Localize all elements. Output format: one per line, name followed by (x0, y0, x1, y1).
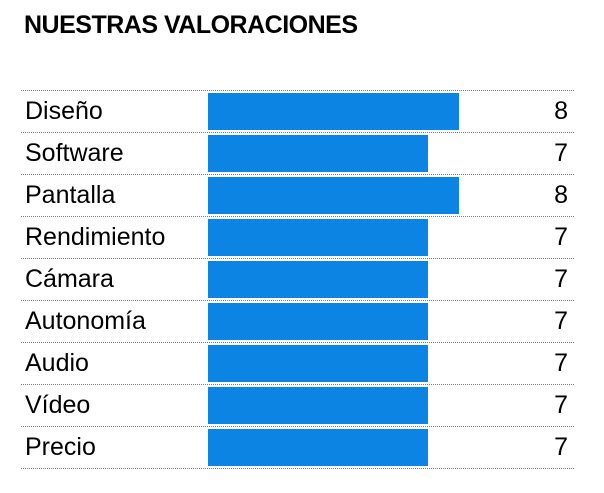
rating-bar-fill (208, 93, 460, 130)
rating-value: 7 (554, 433, 568, 461)
ratings-list: Diseño 8 Software 7 Pantalla 8 Rendimien… (21, 90, 574, 469)
rating-label: Audio (25, 349, 89, 377)
rating-label: Pantalla (25, 181, 116, 209)
rating-bar-fill (208, 135, 428, 172)
rating-value: 7 (554, 139, 568, 167)
rating-bar-fill (208, 429, 428, 466)
rating-value: 8 (554, 181, 568, 209)
rating-bar (208, 135, 522, 172)
rating-label: Software (25, 139, 124, 167)
rating-bar-fill (208, 345, 428, 382)
rating-row: Rendimiento 7 (21, 217, 574, 259)
rating-bar-fill (208, 261, 428, 298)
rating-value: 7 (554, 391, 568, 419)
rating-label: Precio (25, 433, 96, 461)
rating-bar (208, 261, 522, 298)
rating-row: Precio 7 (21, 427, 574, 469)
rating-value: 7 (554, 307, 568, 335)
rating-bar-fill (208, 177, 460, 214)
rating-bar-fill (208, 219, 428, 256)
rating-row: Autonomía 7 (21, 301, 574, 343)
rating-row: Pantalla 8 (21, 175, 574, 217)
rating-row: Software 7 (21, 133, 574, 175)
rating-bar (208, 219, 522, 256)
rating-row: Audio 7 (21, 343, 574, 385)
rating-bar (208, 387, 522, 424)
rating-row: Vídeo 7 (21, 385, 574, 427)
rating-label: Cámara (25, 265, 114, 293)
rating-bar (208, 93, 522, 130)
rating-bar (208, 303, 522, 340)
rating-label: Rendimiento (25, 223, 166, 251)
rating-value: 8 (554, 97, 568, 125)
ratings-title: NUESTRAS VALORACIONES (24, 11, 358, 39)
rating-value: 7 (554, 265, 568, 293)
rating-bar-fill (208, 387, 428, 424)
rating-label: Diseño (25, 97, 103, 125)
rating-row: Diseño 8 (21, 91, 574, 133)
rating-bar (208, 345, 522, 382)
rating-bar (208, 429, 522, 466)
rating-value: 7 (554, 223, 568, 251)
rating-value: 7 (554, 349, 568, 377)
rating-bar-fill (208, 303, 428, 340)
rating-label: Autonomía (25, 307, 146, 335)
rating-bar (208, 177, 522, 214)
rating-row: Cámara 7 (21, 259, 574, 301)
rating-label: Vídeo (25, 391, 91, 419)
